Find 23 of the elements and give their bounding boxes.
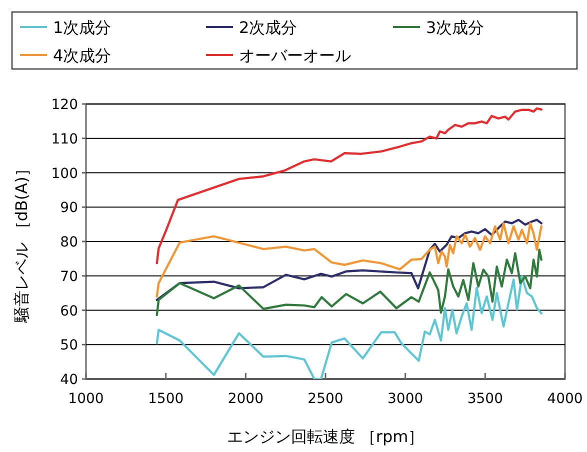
y-tick-label: 120 <box>51 97 78 113</box>
y-tick-label: 110 <box>51 131 78 148</box>
y-tick-label: 40 <box>60 372 78 388</box>
x-tick-label: 2500 <box>308 391 344 407</box>
x-axis-title: エンジン回転速度 ［rpm］ <box>226 427 424 446</box>
y-tick-label: 70 <box>60 268 78 285</box>
legend-label: 1次成分 <box>53 18 112 37</box>
x-tick-label: 3000 <box>388 391 424 407</box>
y-tick-label: 80 <box>60 234 78 250</box>
x-tick-label: 1500 <box>148 391 184 407</box>
y-tick-label: 100 <box>51 166 78 182</box>
y-tick-label: 90 <box>60 200 78 216</box>
y-axis-title: 騒音レベル ［dB(A)］ <box>12 160 31 324</box>
legend-label: オーバーオール <box>239 46 351 65</box>
x-tick-label: 1000 <box>68 391 104 407</box>
x-tick-label: 4000 <box>547 391 583 407</box>
legend-label: 2次成分 <box>239 18 298 37</box>
legend-label: 3次成分 <box>426 18 484 37</box>
legend-label: 4次成分 <box>53 46 112 65</box>
x-tick-label: 2000 <box>228 391 264 407</box>
x-tick-label: 3500 <box>467 391 503 407</box>
y-tick-label: 60 <box>60 303 78 320</box>
y-tick-label: 50 <box>60 338 78 354</box>
